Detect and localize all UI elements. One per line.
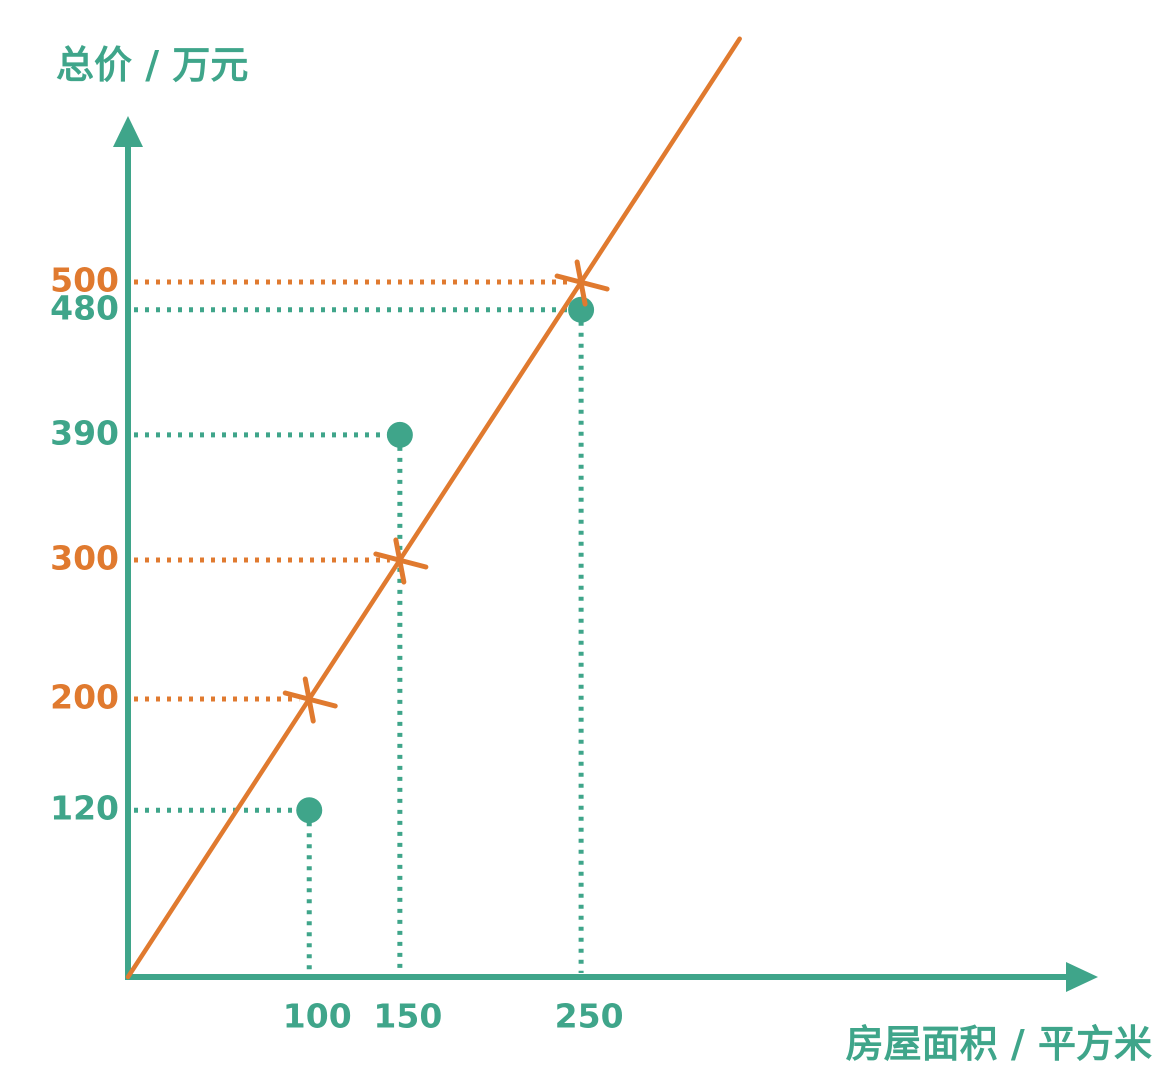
fit-line-group: [125, 36, 742, 980]
x-tick-label: 250: [555, 997, 624, 1036]
y-axis-label: 总价 / 万元: [56, 43, 248, 87]
predicted-point-stroke: [574, 259, 588, 307]
axes: [113, 116, 1098, 992]
y-tick-label-actual: 390: [50, 413, 119, 452]
predicted-point: [282, 676, 338, 724]
y-tick-label-actual: 480: [50, 288, 119, 327]
y-tick-label-predicted: 200: [50, 678, 119, 717]
predicted-point: [373, 537, 429, 585]
y-axis-arrow: [113, 116, 143, 147]
predicted-point: [554, 259, 610, 307]
tick-labels: 120 390 480 200 300 500 100 150 250: [50, 261, 623, 1036]
x-axis-label: 房屋面积 / 平方米: [846, 1022, 1152, 1066]
fit-line: [125, 36, 742, 980]
actual-point: [296, 797, 323, 824]
y-tick-label-predicted: 300: [50, 539, 119, 578]
predicted-point-stroke: [302, 676, 316, 724]
x-tick-label: 100: [283, 997, 352, 1036]
x-axis-arrow: [1066, 962, 1098, 992]
actual-point: [568, 296, 595, 323]
y-tick-label-actual: 120: [50, 789, 119, 828]
actual-point: [386, 421, 413, 448]
data-marks: [282, 259, 610, 824]
guide-lines: [134, 279, 584, 973]
predicted-point-stroke: [393, 537, 407, 585]
x-tick-label: 150: [373, 997, 442, 1036]
y-tick-label-predicted: 500: [50, 261, 119, 300]
